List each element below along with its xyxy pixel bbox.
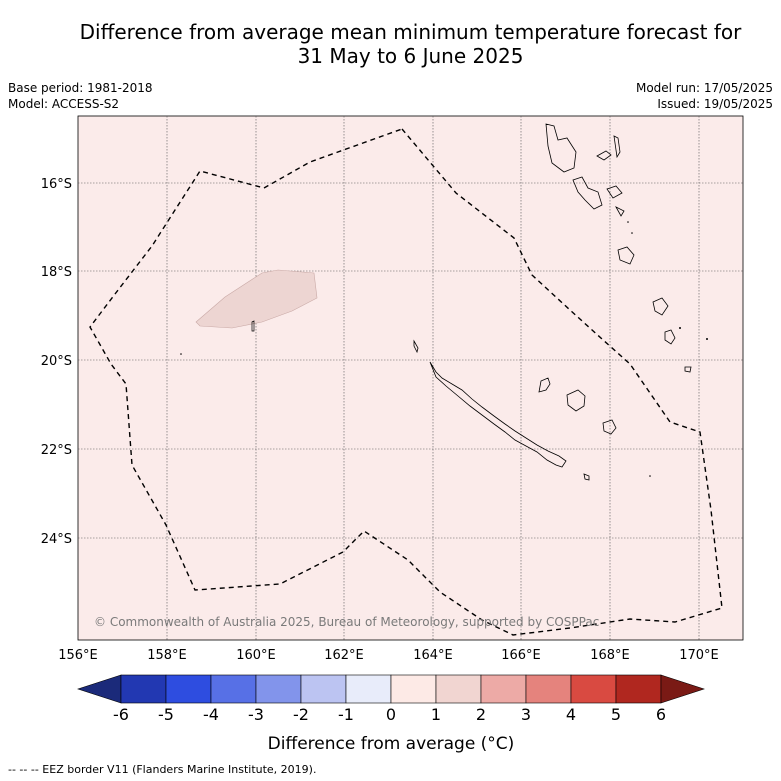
island-dot [631, 232, 633, 234]
title-line-1: Difference from average mean minimum tem… [79, 20, 742, 44]
base-period: Base period: 1981-2018 [8, 81, 153, 95]
colorbar-bin [435, 674, 482, 704]
colorbar-bin [120, 674, 167, 704]
ouvea-island [538, 377, 551, 393]
lat-label: 16°S [41, 177, 72, 192]
vanuatu-islet [606, 185, 623, 199]
colorbar-bin [525, 674, 572, 704]
lat-label: 22°S [41, 443, 72, 458]
colorbar-tick-label: -3 [248, 705, 264, 724]
colorbar-tick-label: 0 [386, 705, 396, 724]
model-run: Model run: 17/05/2025 [635, 81, 773, 95]
colorbar-bin [255, 674, 302, 704]
title-line-2: 31 May to 6 June 2025 [297, 44, 524, 68]
colorbar-tick-label: 4 [566, 705, 576, 724]
vanuatu-islet [613, 135, 621, 159]
island-dot [679, 327, 681, 329]
mare-island [602, 419, 617, 435]
colorbar-bin [615, 674, 662, 704]
lon-label: 168°E [590, 648, 630, 663]
vanuatu-islet [596, 150, 612, 161]
colorbar-extend-low [77, 674, 122, 704]
lon-label: 158°E [147, 648, 187, 663]
lat-label: 24°S [41, 532, 72, 547]
colorbar-bin [165, 674, 212, 704]
lon-label: 162°E [324, 648, 364, 663]
colorbar-tick-label: -2 [293, 705, 309, 724]
lon-label: 166°E [501, 648, 541, 663]
issued-date: Issued: 19/05/2025 [657, 97, 773, 111]
eez-legend: -- -- -- EEZ border V11 (Flanders Marine… [8, 763, 317, 776]
colorbar-tick-label: -1 [338, 705, 354, 724]
new-caledonia-island [429, 361, 567, 468]
lon-label: 156°E [58, 648, 98, 663]
isle-of-pines [583, 473, 590, 481]
lon-label: 160°E [236, 648, 276, 663]
island-dot [180, 353, 182, 355]
island-reef [251, 320, 255, 332]
colorbar-bin [480, 674, 527, 704]
colorbar-tick-label: -5 [158, 705, 174, 724]
latitude-labels: 16°S 18°S 20°S 22°S 24°S [41, 177, 72, 547]
colorbar-extend-high [660, 674, 705, 704]
colorbar-bin [345, 674, 392, 704]
malekula-island [572, 176, 603, 210]
map-title: Difference from average mean minimum tem… [0, 20, 781, 68]
colorbar-bin [390, 674, 437, 704]
colorbar-tick-label: -6 [113, 705, 129, 724]
island-dot [627, 221, 629, 223]
island-dot [649, 475, 651, 477]
colorbar-tick-label: 2 [476, 705, 486, 724]
map-background [77, 115, 744, 641]
island-dot [706, 338, 708, 340]
colorbar-tick-label: -4 [203, 705, 219, 724]
colorbar-tick-label: 3 [521, 705, 531, 724]
lat-label: 20°S [41, 354, 72, 369]
tanna-island [664, 329, 676, 345]
colorbar: -6 -5 -4 -3 -2 -1 0 1 2 3 4 5 6 [77, 674, 705, 724]
vanuatu-islet [615, 206, 625, 217]
eez-border [89, 128, 723, 636]
colorbar-bin [300, 674, 347, 704]
colorbar-tick-label: 1 [431, 705, 441, 724]
efate-island [617, 246, 635, 265]
anomaly-patch [195, 269, 318, 329]
colorbar-bin [570, 674, 617, 704]
metadata-right: Model run: 17/05/2025 Issued: 19/05/2025 [636, 80, 773, 112]
longitude-labels: 156°E 158°E 160°E 162°E 164°E 166°E 168°… [58, 648, 719, 663]
gridlines [78, 116, 743, 640]
model-name: Model: ACCESS-S2 [8, 97, 120, 111]
colorbar-tick-label: 6 [656, 705, 666, 724]
colorbar-bin [210, 674, 257, 704]
colorbar-label: Difference from average (°C) [268, 734, 515, 754]
lat-label: 18°S [41, 265, 72, 280]
erromango-island [652, 297, 669, 316]
espiritu-santo-island [545, 123, 577, 173]
lon-label: 170°E [679, 648, 719, 663]
lon-label: 164°E [413, 648, 453, 663]
copyright-text: © Commonwealth of Australia 2025, Bureau… [94, 615, 599, 629]
aneityum-island [684, 366, 692, 373]
lifou-island [566, 389, 586, 412]
metadata-left: Base period: 1981-2018 Model: ACCESS-S2 [8, 80, 153, 112]
belep-islands [413, 339, 419, 354]
colorbar-tick-label: 5 [611, 705, 621, 724]
